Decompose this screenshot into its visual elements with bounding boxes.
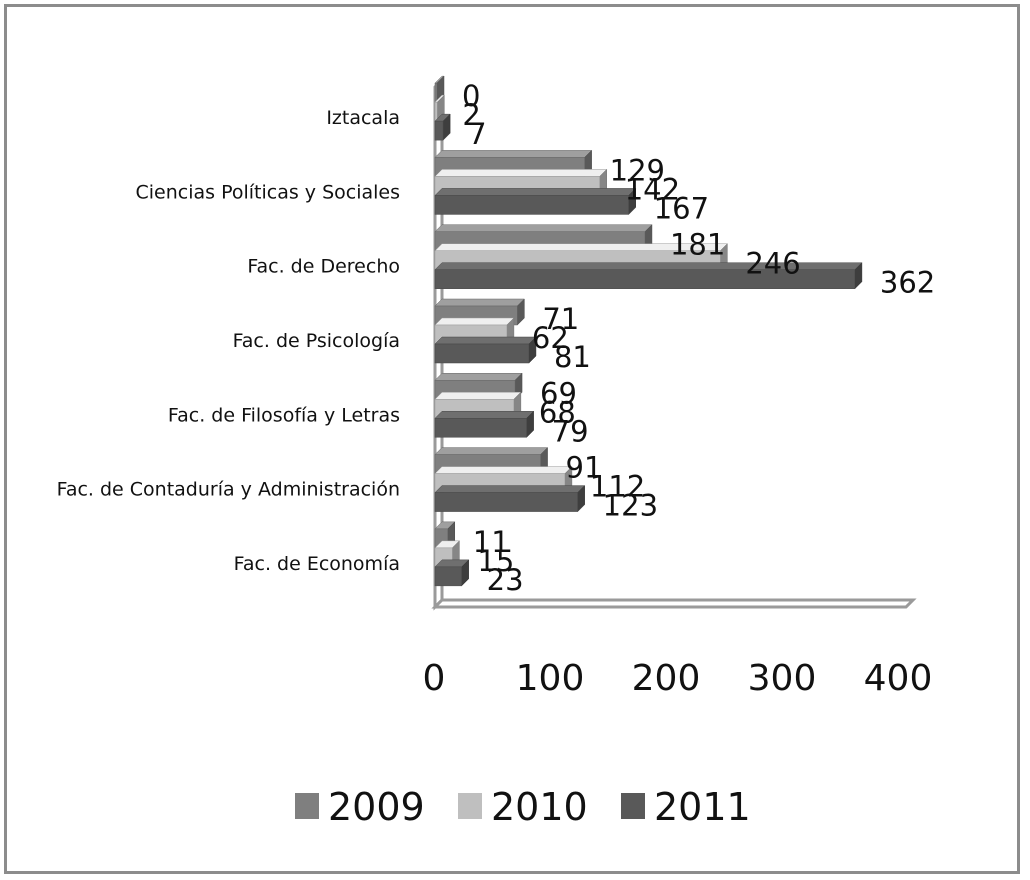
data-label: 68 [539, 395, 576, 429]
category-label: Fac. de Psicología [233, 330, 400, 352]
chart-frame [4, 4, 1020, 874]
data-label: 112 [590, 470, 645, 504]
bar [434, 187, 637, 216]
legend-swatch [295, 793, 319, 819]
legend-item: 2011 [621, 785, 751, 829]
legend-item: 2009 [295, 785, 425, 829]
x-tick-label: 0 [423, 658, 446, 699]
bar [434, 484, 586, 513]
data-label: 129 [610, 153, 665, 187]
bar [434, 262, 863, 290]
data-label: 23 [487, 563, 524, 597]
category-label: Fac. de Derecho [247, 256, 400, 278]
data-label: 15 [477, 544, 514, 578]
legend-item: 2010 [458, 785, 588, 829]
data-label: 11 [473, 525, 510, 559]
legend: 2009 2010 2011 [295, 785, 751, 829]
legend-swatch [621, 793, 645, 819]
floor [431, 598, 917, 609]
legend-label: 2010 [491, 785, 588, 829]
category-label: Iztacala [326, 107, 400, 129]
data-label: 181 [670, 228, 725, 262]
data-label: 167 [654, 191, 709, 225]
bar [434, 410, 535, 438]
data-label: 123 [603, 489, 658, 523]
data-label: 246 [745, 247, 800, 281]
category-label: Fac. de Filosofía y Letras [168, 404, 400, 426]
data-label: 0 [462, 79, 480, 113]
data-label: 69 [540, 376, 577, 410]
data-label: 91 [566, 451, 603, 485]
data-label: 2 [462, 98, 480, 132]
data-label: 62 [532, 321, 569, 355]
legend-label: 2011 [654, 785, 751, 829]
category-label: Fac. de Contaduría y Administración [57, 479, 400, 501]
data-label: 71 [542, 302, 579, 336]
x-tick-label: 100 [516, 658, 585, 699]
data-label: 7 [468, 117, 486, 151]
category-labels: Iztacala Ciencias Políticas y Sociales Fac… [57, 107, 400, 575]
bar-group [434, 75, 863, 587]
bar [434, 559, 470, 587]
data-label: 142 [625, 172, 680, 206]
bar [434, 336, 537, 364]
category-label: Fac. de Economía [234, 553, 400, 575]
data-label: 79 [552, 414, 589, 448]
x-tick-label: 200 [632, 658, 701, 699]
x-axis-ticks: 0 100 200 300 400 [423, 658, 933, 699]
bar [434, 113, 451, 141]
category-label: Ciencias Políticas y Sociales [135, 181, 400, 203]
data-label: 362 [880, 266, 935, 300]
data-label: 81 [554, 340, 591, 374]
x-tick-label: 400 [864, 658, 933, 699]
x-tick-label: 300 [748, 658, 817, 699]
legend-swatch [458, 793, 482, 819]
legend-label: 2009 [328, 785, 425, 829]
